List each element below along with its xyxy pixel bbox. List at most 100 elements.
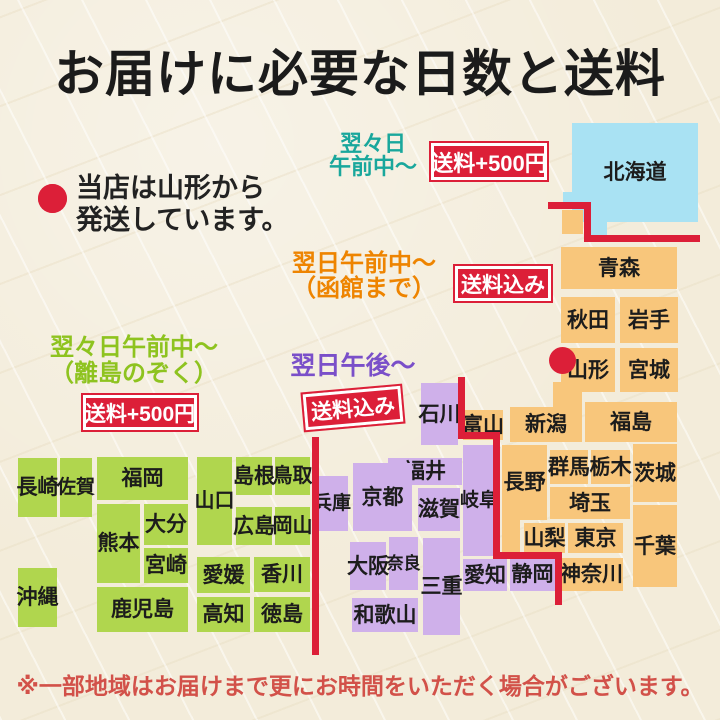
zone-boundary-line [458,377,465,439]
prefecture-宮崎: 宮崎 [144,548,188,583]
prefecture-島根: 島根 [233,457,275,495]
prefecture-茨城: 茨城 [633,444,677,502]
prefecture-label: 徳島 [261,603,303,626]
prefecture-label: 静岡 [511,563,554,586]
prefecture-label: 長野 [503,471,546,494]
prefecture-label: 山梨 [523,526,566,550]
zone-label-west-line2: （離島のぞく） [50,360,218,387]
origin-note-line2: 発送しています。 [76,205,289,235]
prefecture-label: 山形 [567,358,609,382]
prefecture-鳥取: 鳥取 [272,457,313,495]
prefecture-神奈川: 神奈川 [560,558,623,591]
prefecture-石川: 石川 [418,383,461,445]
prefecture-兵庫: 兵庫 [313,476,351,531]
prefecture-label: 富山 [462,413,504,437]
prefecture-奈良: 奈良 [386,537,421,590]
prefecture-青森: 青森 [561,247,677,289]
prefecture-label: 宮城 [628,358,670,382]
prefecture-和歌山: 和歌山 [352,598,418,632]
prefecture-埼玉: 埼玉 [550,487,630,519]
prefecture-label: 石川 [418,402,461,426]
prefecture-label: 福岡 [121,467,164,490]
zone-boundary-line [584,202,591,242]
zone-label-west: 翌々日午前中〜 （離島のぞく） [35,335,233,387]
prefecture-群馬: 群馬 [548,450,590,484]
prefecture-滋賀: 滋賀 [418,488,460,531]
prefecture-label: 愛媛 [202,563,245,587]
prefecture-label: 岡山 [272,515,313,537]
zone-boundary-line [458,432,500,439]
prefecture-長崎: 長崎 [16,458,59,517]
prefecture-label: 山口 [194,490,235,512]
prefecture-香川: 香川 [254,557,310,592]
badge-west-fee-text: 送料+500円 [84,402,196,426]
prefecture-label: 滋賀 [418,498,460,521]
prefecture-label: 岐阜 [460,490,499,511]
prefecture-label: 佐賀 [57,477,96,498]
zone-label-hakodate: 翌日午前中〜 （函館まで） [288,251,440,301]
zone-label-west-line1: 翌々日午前中〜 [50,334,218,361]
prefecture-大分: 大分 [144,504,188,545]
prefecture-label: 熊本 [97,532,140,555]
prefecture-label: 福島 [610,410,652,434]
prefecture-label: 愛知 [464,563,506,587]
zone-label-hokkaido-line1: 翌々日 [339,131,406,156]
prefecture-label: 栃木 [589,455,632,479]
zone-patch [562,210,583,234]
prefecture-愛知: 愛知 [463,559,507,591]
prefecture-label: 三重 [420,575,463,598]
prefecture-label: 岩手 [628,308,670,332]
prefecture-鹿児島: 鹿児島 [97,587,188,632]
prefecture-大阪: 大阪 [347,542,389,590]
prefecture-宮城: 宮城 [620,348,678,392]
zone-label-central-line1: 翌日午後〜 [290,352,416,380]
badge-west-fee: 送料+500円 [81,393,199,432]
prefecture-label: 東京 [574,526,617,550]
badge-hakodate-fee-text: 送料込み [461,273,545,297]
prefecture-label: 香川 [261,563,303,586]
prefecture-label: 和歌山 [353,603,417,627]
prefecture-label: 福井 [404,460,446,483]
zone-boundary-line [312,437,319,655]
prefecture-label: 埼玉 [569,491,611,515]
prefecture-岩手: 岩手 [620,297,678,343]
prefecture-label: 奈良 [386,554,421,573]
prefecture-長野: 長野 [502,445,547,520]
zone-label-hokkaido: 翌々日 午前中〜 [313,132,433,178]
prefecture-徳島: 徳島 [254,597,310,632]
prefecture-label: 茨城 [634,461,676,485]
prefecture-福島: 福島 [585,402,677,442]
prefecture-山梨: 山梨 [523,523,566,553]
zone-label-hakodate-line1: 翌日午前中〜 [292,250,436,277]
prefecture-沖縄: 沖縄 [17,568,59,627]
zone-boundary-line [548,202,591,209]
origin-marker-icon [38,184,67,213]
badge-hokkaido-fee: 送料+500円 [429,141,549,182]
prefecture-label: 広島 [233,514,275,538]
prefecture-京都: 京都 [353,463,412,531]
prefecture-秋田: 秋田 [561,297,615,343]
prefecture-岐阜: 岐阜 [460,445,499,556]
zone-boundary-line [584,235,700,242]
prefecture-岡山: 岡山 [272,507,313,545]
prefecture-label: 鳥取 [272,465,313,487]
badge-hokkaido-fee-text: 送料+500円 [431,150,547,176]
prefecture-label: 高知 [202,603,245,626]
prefecture-三重: 三重 [420,538,463,635]
zone-patch [502,518,520,554]
badge-hakodate-fee: 送料込み [453,264,553,303]
zone-label-hakodate-line2: （函館まで） [292,275,436,302]
prefecture-熊本: 熊本 [97,504,140,583]
prefecture-label: 新潟 [525,413,567,436]
zone-label-hokkaido-line2: 午前中〜 [328,154,417,179]
prefecture-label: 大分 [145,513,187,536]
prefecture-label: 大阪 [347,554,389,578]
prefecture-label: 長崎 [16,476,59,499]
zone-label-central: 翌日午後〜 [283,353,423,379]
zone-patch [586,192,607,239]
footnote: ※一部地域はお届けまで更にお時間をいただく場合がございます。 [16,673,704,699]
prefecture-栃木: 栃木 [589,450,632,484]
prefecture-label: 宮崎 [145,554,187,577]
prefecture-label: 群馬 [548,455,590,479]
